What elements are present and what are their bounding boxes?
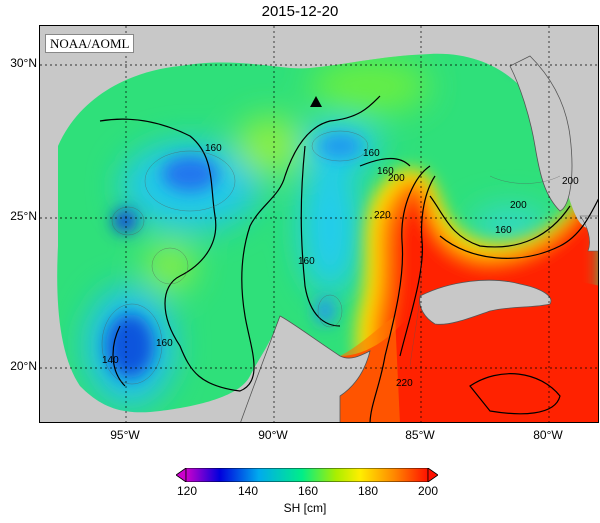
colorbar-tick-label: 200: [417, 484, 439, 498]
contour-label: 200: [388, 173, 405, 184]
contour-label: 160: [156, 338, 173, 349]
lon-tick-label: 90°W: [258, 428, 288, 442]
sea-height-map: 160 160 160 160 200 200 220 160 140 160 …: [39, 25, 599, 423]
contour-label: 160: [298, 256, 315, 267]
colorbar-gradient: [185, 468, 429, 482]
colorbar-low-arrow: [176, 468, 187, 482]
colorbar-tick-label: 180: [357, 484, 379, 498]
map-canvas: 160 160 160 160 200 200 220 160 140 160 …: [40, 26, 598, 422]
colorbar-tick-label: 160: [297, 484, 319, 498]
contour-label: 220: [374, 210, 391, 221]
colorbar-label: SH [cm]: [283, 501, 327, 515]
lat-tick-label: 20°N: [10, 359, 37, 373]
caribbean-sea: [340, 280, 598, 422]
contour-label: 160: [495, 225, 512, 236]
lon-tick-label: 95°W: [110, 428, 140, 442]
colorbar: [176, 468, 438, 482]
lat-tick-label: 30°N: [10, 56, 37, 70]
cuba-land: [419, 279, 552, 325]
lon-tick-label: 85°W: [405, 428, 435, 442]
map-title: 2015-12-20: [261, 3, 339, 20]
colorbar-high-arrow: [427, 468, 438, 482]
contour-label: 140: [102, 355, 119, 366]
contour-label-group: 160 160 160 160 200 200 220 160 140 160 …: [102, 143, 579, 389]
contour-label: 160: [363, 148, 380, 159]
lon-tick-label: 80°W: [533, 428, 563, 442]
station-triangle-icon: [310, 96, 322, 107]
contour-label: 200: [510, 200, 527, 211]
lat-lon-grid: [40, 26, 598, 422]
contour-label: 160: [205, 143, 222, 154]
contour-label: 200: [562, 176, 579, 187]
colorbar-tick-label: 140: [237, 484, 259, 498]
yucatan-land: [240, 315, 371, 422]
contour-lines: [99, 95, 598, 422]
source-label: NOAA/AOML: [45, 34, 135, 53]
contour-label: 220: [396, 378, 413, 389]
lat-tick-label: 25°N: [10, 209, 37, 223]
contour-label: 160: [377, 166, 394, 177]
colorbar-tick-label: 120: [176, 484, 198, 498]
florida-land: [509, 55, 573, 212]
